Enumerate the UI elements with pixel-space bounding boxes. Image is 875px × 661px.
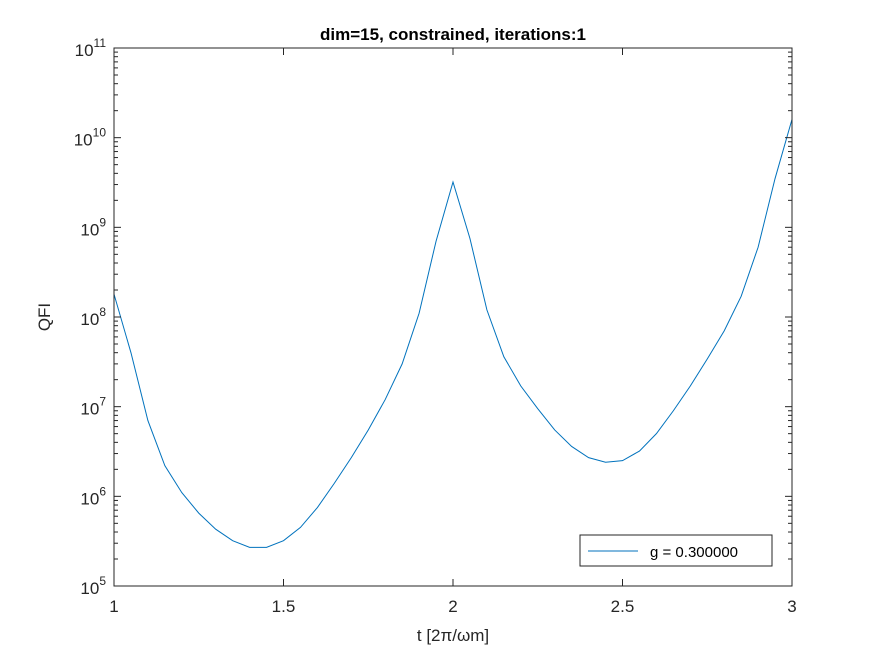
y-axis-label: QFI — [35, 303, 54, 331]
x-axis-label: t [2π/ωm] — [417, 626, 489, 645]
y-tick-label: 107 — [80, 395, 106, 419]
series-lines — [113, 119, 793, 548]
legend-entry-label: g = 0.300000 — [650, 544, 738, 561]
y-tick-label: 106 — [80, 484, 106, 508]
x-tick-label: 2.5 — [611, 597, 635, 616]
legend: g = 0.300000 — [579, 534, 773, 567]
x-tick-label: 2 — [448, 597, 457, 616]
y-tick-label: 105 — [80, 574, 106, 598]
y-tick-label: 1010 — [74, 126, 107, 150]
chart-title: dim=15, constrained, iterations:1 — [320, 25, 586, 44]
x-tick-label: 1 — [109, 597, 118, 616]
axes — [113, 47, 793, 587]
plot-area — [114, 48, 792, 586]
x-tick-label: 1.5 — [272, 597, 296, 616]
y-tick-label: 1011 — [75, 36, 107, 60]
y-tick-label: 109 — [80, 215, 106, 239]
y-tick-label: 108 — [80, 305, 106, 329]
x-tick-label: 3 — [787, 597, 796, 616]
series-line-0 — [113, 119, 793, 548]
